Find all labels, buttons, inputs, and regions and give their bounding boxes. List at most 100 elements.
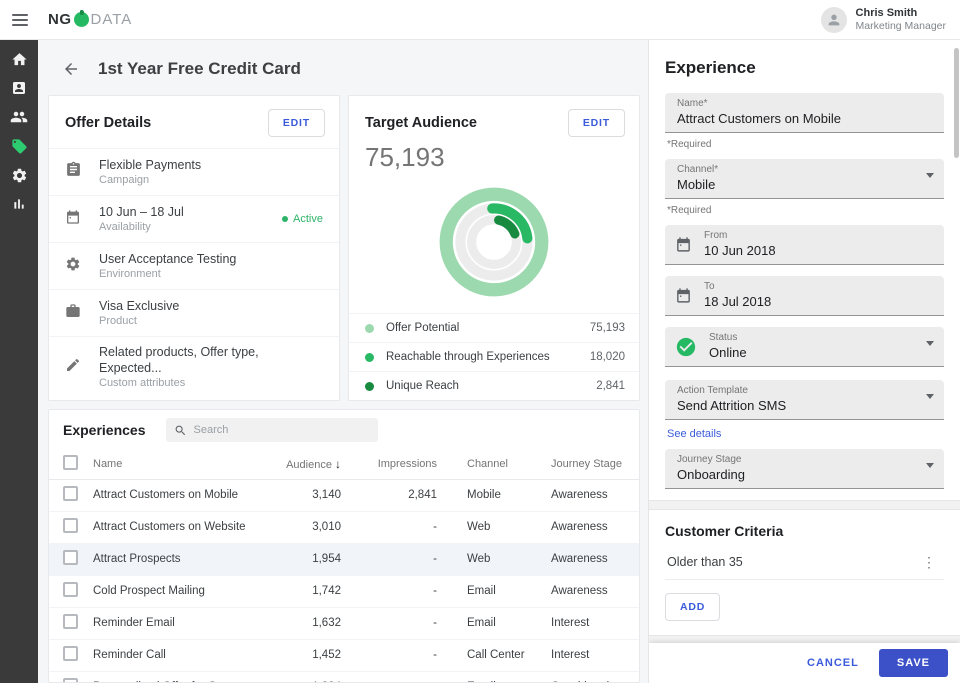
- panel-title: Experience: [665, 58, 756, 77]
- active-dot-icon: [282, 216, 289, 222]
- target-audience-card: Target Audience EDIT 75,193 Offer Pote: [348, 95, 640, 401]
- gear-icon: [65, 256, 99, 277]
- environment-label: Environment: [99, 267, 161, 280]
- customer-criteria-title: Customer Criteria: [665, 523, 784, 539]
- table-row-selected[interactable]: Attract Prospects 1,954 - Web Awareness …: [49, 543, 639, 576]
- from-date-field[interactable]: From 10 Jun 2018: [665, 225, 944, 265]
- to-date-field[interactable]: To 18 Jul 2018: [665, 276, 944, 316]
- target-audience-edit-button[interactable]: EDIT: [567, 109, 625, 137]
- journey-stage-select[interactable]: Journey Stage Onboarding: [665, 449, 944, 489]
- offer-detail-environment: User Acceptance Testing Environment: [49, 242, 339, 289]
- nav-home-icon[interactable]: [5, 50, 33, 68]
- status-select[interactable]: Status Online: [665, 327, 944, 367]
- cancel-button[interactable]: CANCEL: [793, 649, 873, 677]
- kebab-menu-icon[interactable]: ⋮: [922, 554, 936, 570]
- custom-attributes-value: Related products, Offer type, Expected..…: [99, 345, 259, 375]
- logo-data-text: DATA: [90, 11, 133, 28]
- column-audience[interactable]: Audience ↓: [269, 450, 347, 480]
- search-icon: [175, 425, 185, 435]
- row-checkbox[interactable]: [63, 646, 78, 661]
- target-audience-total: 75,193: [365, 142, 445, 172]
- experiences-table: Name Audience ↓ Impressions Channel Jour…: [49, 450, 639, 682]
- avatar: [820, 6, 847, 33]
- nav-offers-tag-icon[interactable]: [5, 137, 33, 155]
- product-label: Product: [99, 314, 137, 327]
- legend-dot-icon: [365, 323, 374, 333]
- offer-detail-campaign: Flexible Payments Campaign: [49, 148, 339, 195]
- calendar-icon: [677, 237, 690, 252]
- save-button[interactable]: SAVE: [878, 649, 948, 677]
- calendar-icon: [677, 288, 690, 303]
- top-bar: NG DATA Chris Smith Marketing Manager: [0, 0, 960, 40]
- column-clipped[interactable]: A: [631, 450, 639, 480]
- table-row[interactable]: Attract Customers on Website 3,010 - Web…: [49, 511, 639, 544]
- experiences-search[interactable]: [165, 418, 378, 442]
- experiences-section: Experiences Name Audience ↓ Impressions …: [48, 409, 640, 683]
- legend-offer-potential: Offer Potential 75,193: [349, 313, 639, 342]
- check-circle-icon: [676, 337, 696, 356]
- legend-unique-reach: Unique Reach 2,841: [349, 371, 639, 400]
- see-details-link[interactable]: See details: [667, 428, 722, 440]
- experiences-title: Experiences: [63, 422, 146, 438]
- scrollbar[interactable]: [954, 48, 959, 158]
- availability-value: 10 Jun – 18 Jul: [99, 204, 184, 219]
- row-checkbox[interactable]: [63, 518, 78, 533]
- table-row[interactable]: Personalized Offer for Customers 1,384 -…: [49, 671, 639, 682]
- clipboard-icon: [65, 161, 99, 183]
- person-icon: [828, 14, 839, 25]
- add-criteria-button[interactable]: ADD: [665, 593, 721, 621]
- column-impressions[interactable]: Impressions: [347, 450, 443, 480]
- row-checkbox[interactable]: [63, 486, 78, 501]
- channel-required-helper: *Required: [667, 205, 712, 216]
- column-journey-stage[interactable]: Journey Stage: [535, 450, 631, 480]
- table-row[interactable]: Cold Prospect Mailing 1,742 - Email Awar…: [49, 575, 639, 608]
- action-template-select[interactable]: Action Template Send Attrition SMS: [665, 380, 944, 420]
- chevron-down-icon: [926, 341, 934, 346]
- row-checkbox[interactable]: [63, 678, 78, 682]
- chevron-down-icon: [926, 173, 934, 178]
- table-row[interactable]: Reminder Call 1,452 - Call Center Intere…: [49, 639, 639, 672]
- panel-footer: CANCEL SAVE: [649, 643, 960, 683]
- select-all-checkbox[interactable]: [63, 455, 78, 471]
- experience-edit-panel: Experience Name* Attract Customers on Mo…: [648, 40, 960, 683]
- sort-desc-icon: ↓: [335, 457, 341, 472]
- criteria-item: Older than 35 ⋮: [665, 553, 944, 580]
- logo-dot-icon: [73, 10, 89, 27]
- legend-dot-icon: [365, 381, 374, 391]
- target-audience-title: Target Audience: [365, 115, 477, 131]
- row-checkbox[interactable]: [63, 582, 78, 597]
- legend-reachable: Reachable through Experiences 18,020: [349, 342, 639, 371]
- offer-details-edit-button[interactable]: EDIT: [267, 109, 325, 137]
- menu-icon[interactable]: [0, 0, 40, 40]
- search-input[interactable]: [193, 424, 370, 436]
- channel-select[interactable]: Channel* Mobile: [665, 159, 944, 199]
- column-channel[interactable]: Channel: [443, 450, 535, 480]
- nav-audiences-icon[interactable]: [5, 108, 33, 126]
- row-checkbox[interactable]: [63, 614, 78, 629]
- ring-unique-arc: [467, 215, 521, 269]
- user-name: Chris Smith: [855, 6, 918, 19]
- row-checkbox[interactable]: [63, 550, 78, 565]
- table-row[interactable]: Reminder Email 1,632 - Email Interest 8: [49, 607, 639, 640]
- page-title: 1st Year Free Credit Card: [98, 59, 301, 78]
- ring-offer-potential: [439, 187, 549, 297]
- section-divider: [649, 500, 960, 510]
- column-name[interactable]: Name: [87, 450, 269, 480]
- nav-contact-badge-icon[interactable]: [5, 79, 33, 97]
- back-arrow-icon[interactable]: [62, 60, 80, 78]
- ngdata-logo: NG DATA: [48, 10, 133, 28]
- ring-reachable-arc: [455, 203, 533, 281]
- offer-details-title: Offer Details: [65, 115, 152, 131]
- environment-value: User Acceptance Testing: [99, 251, 237, 266]
- custom-attributes-label: Custom attributes: [99, 377, 186, 389]
- campaign-value: Flexible Payments: [99, 157, 202, 172]
- name-required-helper: *Required: [667, 139, 712, 150]
- offer-detail-custom-attributes: Related products, Offer type, Expected..…: [49, 336, 339, 398]
- nav-analytics-icon[interactable]: [5, 195, 33, 213]
- table-row[interactable]: Attract Customers on Mobile 3,140 2,841 …: [49, 479, 639, 512]
- nav-settings-icon[interactable]: [5, 166, 33, 184]
- name-field[interactable]: Name* Attract Customers on Mobile: [665, 93, 944, 133]
- left-nav-rail: [0, 40, 38, 683]
- user-menu[interactable]: Chris Smith Marketing Manager: [820, 6, 960, 33]
- offer-detail-product: Visa Exclusive Product: [49, 289, 339, 336]
